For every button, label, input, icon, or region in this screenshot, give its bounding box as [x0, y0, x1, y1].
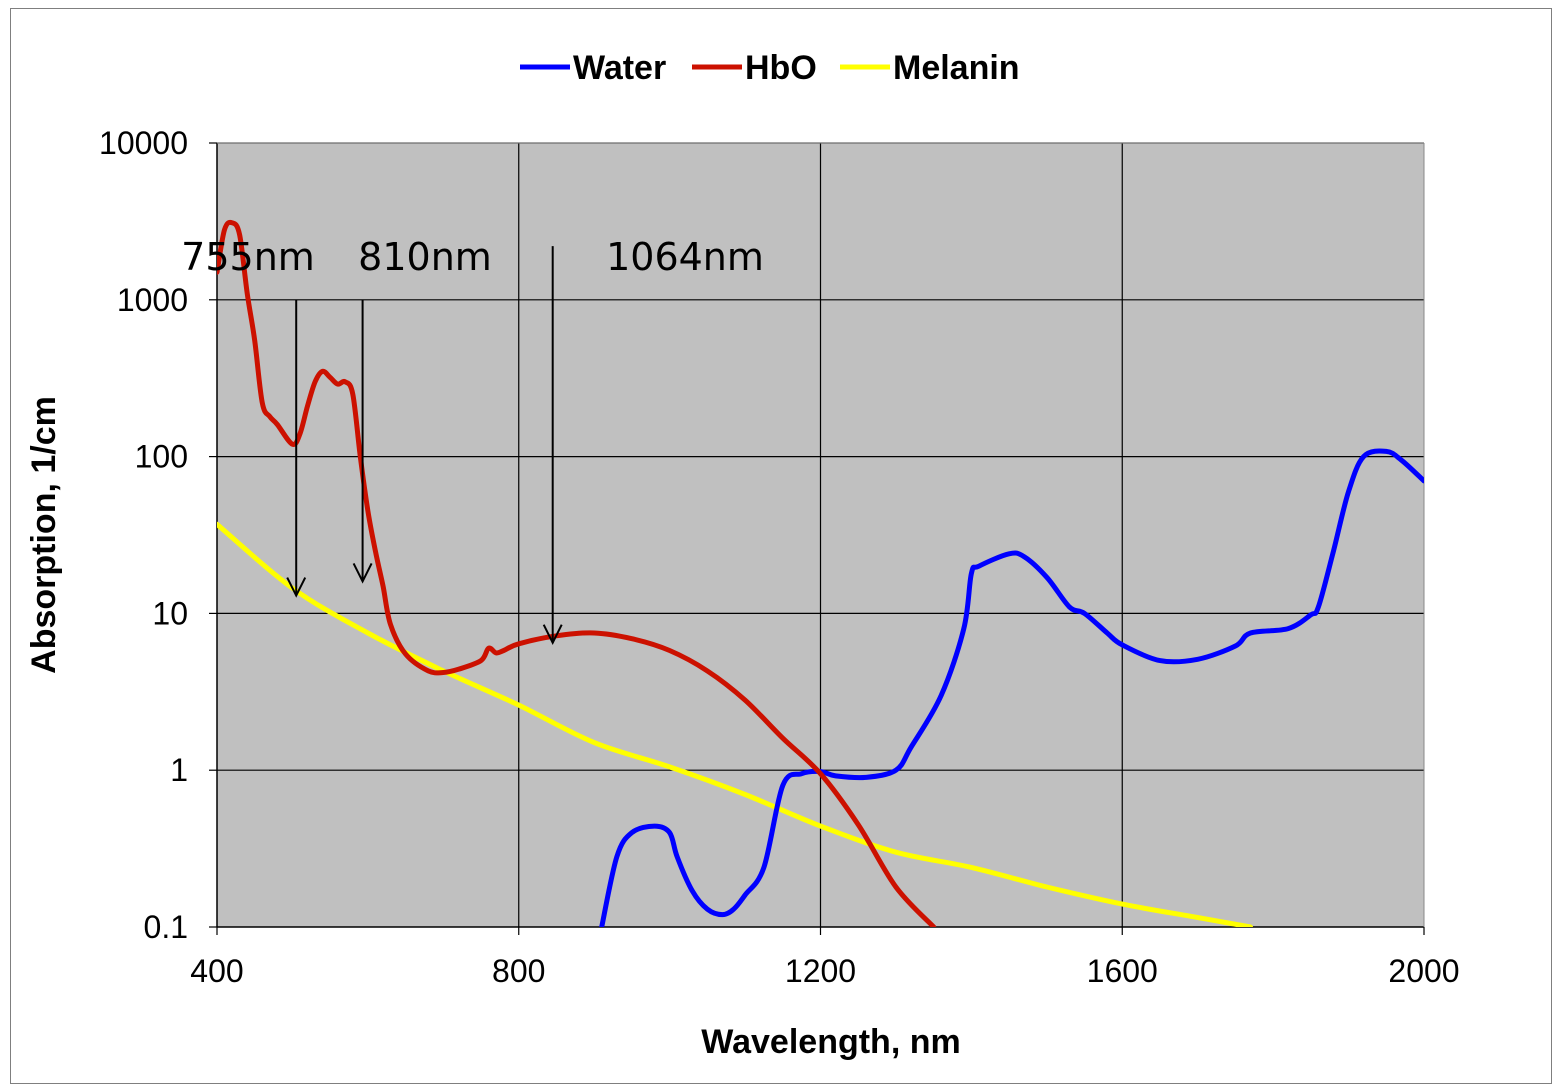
- legend-label-hbo: HbO: [745, 49, 817, 87]
- y-tick-label: 0.1: [144, 909, 188, 945]
- series-lines: [217, 219, 1424, 927]
- series-line-hbo: [217, 219, 937, 927]
- y-tick-label: 10: [152, 595, 188, 631]
- legend-label-water: Water: [573, 49, 666, 87]
- x-tick-label: 1600: [1087, 953, 1158, 989]
- annotation-arrow-head: [542, 624, 563, 645]
- legend-label-melanin: Melanin: [893, 49, 1020, 87]
- annotation-label: 755nm: [181, 235, 315, 279]
- y-tick-label: 100: [135, 439, 188, 475]
- annotation-arrow-head: [286, 577, 307, 598]
- x-tick-label: 2000: [1388, 953, 1459, 989]
- wavelength-annotations: 755nm 810nm 1064nm: [181, 235, 764, 645]
- x-axis-title: Wavelength, nm: [701, 1023, 960, 1061]
- x-tick-label: 400: [190, 953, 243, 989]
- x-tick-label: 800: [492, 953, 545, 989]
- y-tick-label: 10000: [99, 125, 188, 161]
- legend: Water HbO Melanin: [520, 49, 1020, 87]
- series-line-water: [599, 448, 1424, 927]
- y-axis-title: Absorption, 1/cm: [25, 396, 63, 674]
- y-tick-label: 1000: [117, 282, 188, 318]
- x-tick-label: 1200: [785, 953, 856, 989]
- series-line-melanin: [217, 521, 1253, 927]
- annotation-label: 1064nm: [606, 235, 764, 279]
- annotation-label: 810nm: [358, 235, 492, 279]
- y-tick-label: 1: [170, 752, 188, 788]
- annotation-arrow-head: [352, 562, 373, 584]
- axes: 400 800 1200 1600 2000 0.1 1 10 100 1000 10000: [99, 125, 1460, 989]
